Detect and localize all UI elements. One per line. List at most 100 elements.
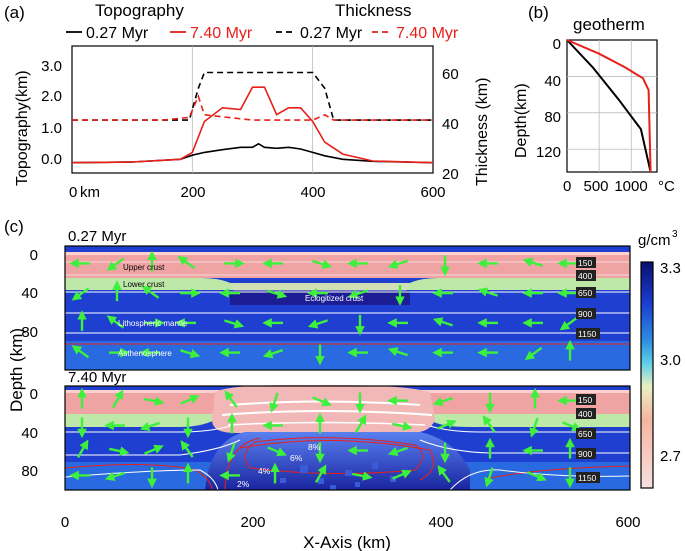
- colorbar-unit-sup: 3: [672, 229, 678, 240]
- velocity-arrows-top: [69, 250, 578, 366]
- layer-label-lower-crust: Lower crust: [123, 280, 165, 289]
- c-top-ytick-80: 80: [21, 324, 38, 341]
- iso-bot-1150: 1150: [578, 473, 597, 483]
- velocity-arrow-6: [312, 396, 332, 407]
- panel-b-label: (b): [528, 3, 549, 22]
- velocity-arrow-23: [482, 415, 496, 433]
- velocity-arrow-30: [224, 319, 245, 329]
- thick-tick-40: 40: [442, 116, 459, 133]
- velocity-arrow-9: [432, 396, 453, 407]
- c-bot-ytick-80: 80: [21, 463, 38, 480]
- thick-tick-60: 60: [442, 66, 459, 83]
- topo-tick-3: 3.0: [41, 58, 62, 75]
- velocity-arrow-23: [477, 287, 498, 297]
- velocity-arrow-4: [224, 390, 238, 408]
- c-top-ytick-40: 40: [21, 285, 38, 302]
- velocity-arrow-29: [180, 440, 194, 458]
- panel-b-y-ticks: 0 40 80 120: [536, 36, 561, 161]
- velocity-arrow-35: [432, 317, 453, 327]
- b-ytick-0: 0: [553, 36, 561, 53]
- velocity-arrow-24: [529, 417, 539, 438]
- panel-b-x-ticks: 0 500 1000 °C: [563, 178, 675, 195]
- velocity-arrow-8: [387, 259, 408, 269]
- iso-bot-650: 650: [578, 429, 592, 439]
- topography-line-1: [71, 86, 434, 164]
- velocity-arrow-1: [106, 257, 125, 271]
- c-xtick-400: 400: [428, 514, 453, 531]
- iso-top-150: 150: [578, 258, 592, 268]
- b-ytick-40: 40: [544, 73, 561, 90]
- legend-topo-2: 7.40 Myr: [190, 25, 253, 42]
- iso-bot-900: 900: [578, 449, 592, 459]
- b-xtick-0: 0: [563, 178, 571, 195]
- b-ytick-80: 80: [544, 109, 561, 126]
- b-xtick-1000: 1000: [614, 178, 647, 195]
- panel-a-label: (a): [4, 3, 25, 22]
- thickness-line-1: [72, 94, 433, 121]
- percent-2: 2%: [237, 479, 250, 489]
- velocity-arrow-2: [143, 396, 165, 406]
- layer-label-lith-mantle: Lithospheric mantle: [118, 319, 188, 328]
- velocity-arrow-26: [76, 439, 89, 459]
- legend-thick-2: 7.40 Myr: [396, 25, 459, 42]
- panel-b-grid: [567, 40, 657, 172]
- a-xtick-200: 200: [180, 184, 205, 201]
- b-ytick-120: 120: [536, 144, 561, 161]
- velocity-arrow-47: [392, 469, 412, 480]
- time-label-top: 0.27 Myr: [68, 228, 126, 245]
- c-top-ytick-0: 0: [30, 247, 38, 264]
- density-colorbar: g/cm 3 3.3 3.0 2.7: [638, 229, 681, 489]
- geotherm-line-1: [566, 39, 652, 173]
- geotherm-title: geotherm: [573, 15, 645, 34]
- velocity-arrow-47: [387, 347, 408, 357]
- layer-label-asthenosphere: Asthenosphere: [118, 349, 172, 358]
- velocity-arrow-46: [351, 471, 373, 481]
- velocity-arrow-6: [312, 259, 333, 269]
- a-x-unit: km: [80, 184, 100, 201]
- velocity-arrow-20: [354, 414, 367, 434]
- velocity-arrow-1: [111, 389, 124, 409]
- velocity-arrow-13: [71, 287, 90, 301]
- velocity-arrow-48: [437, 465, 451, 483]
- velocity-arrows-bottom: [69, 387, 582, 489]
- velocity-arrow-18: [267, 289, 288, 299]
- velocity-arrow-15: [141, 285, 160, 299]
- panel-a-legend: 0.27 Myr 7.40 Myr 0.27 Myr 7.40 Myr: [66, 25, 459, 42]
- percent-4: 4%: [258, 466, 271, 476]
- velocity-arrow-32: [307, 319, 328, 329]
- thickness-line-0: [72, 71, 433, 121]
- velocity-arrow-30: [226, 442, 236, 463]
- model-top: Upper crust Lower crust Eclogitized crus…: [64, 228, 631, 371]
- velocity-arrow-34: [387, 446, 408, 457]
- panel-a-right-ticks: 20 40 60: [442, 66, 459, 183]
- topography-axis-label: Topography(km): [14, 70, 31, 186]
- topography-title: Topography: [95, 1, 184, 20]
- panel-b-curves: [566, 39, 652, 173]
- model-bottom-frame: [64, 385, 631, 491]
- velocity-arrow-21: [391, 421, 413, 431]
- c-xtick-200: 200: [240, 514, 265, 531]
- colorbar-tick-3.0: 3.0: [660, 352, 681, 369]
- velocity-arrow-28: [144, 444, 164, 455]
- velocity-arrow-49: [484, 467, 494, 488]
- velocity-arrow-50: [524, 346, 543, 361]
- velocity-arrow-31: [267, 446, 287, 457]
- panel-a-grid: [191, 46, 314, 173]
- colorbar-tick-2.7: 2.7: [660, 448, 681, 465]
- legend-topo-1: 0.27 Myr: [86, 25, 149, 42]
- geotherm-line-0: [566, 39, 652, 173]
- velocity-arrow-40: [104, 471, 125, 481]
- velocity-arrow-45: [314, 464, 327, 483]
- isotherm-labels-bottom: 150 400 650 900 1150: [576, 394, 600, 483]
- legend-thick-1: 0.27 Myr: [300, 25, 363, 42]
- thickness-axis-label: Thickness (km): [474, 78, 491, 186]
- c-xtick-600: 600: [615, 514, 640, 531]
- eclogite-top: [230, 291, 410, 305]
- velocity-arrow-42: [180, 348, 201, 359]
- isotherm-labels-top: 150 400 650 900 1150: [576, 257, 600, 339]
- colorbar-tick-3.3: 3.3: [660, 260, 681, 277]
- percent-8: 8%: [308, 442, 321, 452]
- colorbar-unit: g/cm: [638, 232, 671, 249]
- time-label-bottom: 7.40 Myr: [68, 369, 126, 386]
- panel-a-frame: [71, 45, 434, 174]
